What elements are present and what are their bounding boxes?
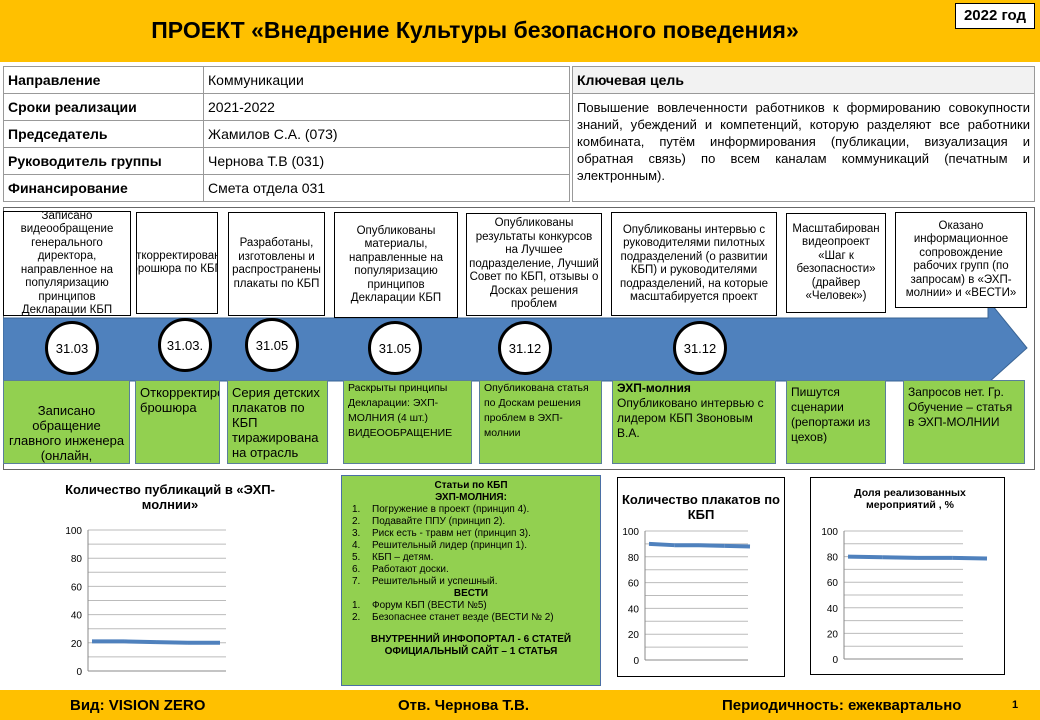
article-item: 3. Риск есть - травм нет (принцип 3). — [352, 528, 531, 539]
planned-activity: Опубликованы интервью с руководителями п… — [611, 212, 777, 316]
info-value: 2021-2022 — [203, 93, 570, 121]
article-item: 2. Подавайте ППУ (принцип 2). — [352, 516, 506, 527]
articles-title: Статьи по КБП — [434, 480, 508, 491]
info-value: Смета отдела 031 — [203, 174, 570, 202]
actual-result: Откорректирована брошюра — [135, 380, 220, 464]
chart-title: Количество плакатов по КБП — [622, 492, 780, 522]
date-marker: 31.03. — [158, 318, 212, 372]
result-text: Запросов нет. Гр. Обучение – статья в ЭХ… — [908, 385, 1013, 429]
actual-result: Запросов нет. Гр. Обучение – статья в ЭХ… — [903, 380, 1025, 464]
articles-subtitle-molniya: ЭХП-МОЛНИЯ: — [435, 492, 507, 503]
planned-activity: Оказано информационное сопровождение раб… — [895, 212, 1027, 308]
date-marker: 31.12 — [673, 321, 727, 375]
planned-activity: Опубликованы материалы, направленные на … — [334, 212, 458, 318]
result-text: Записано обращение главного инженера (он… — [8, 403, 125, 463]
result-text: Откорректирована брошюра — [140, 385, 219, 415]
chart-3 — [810, 477, 1005, 675]
articles-official-site: ОФИЦИАЛЬНЫЙ САЙТ – 1 СТАТЬЯ — [384, 646, 558, 657]
info-key: Председатель — [3, 120, 204, 148]
info-value: Коммуникации — [203, 66, 570, 94]
articles-box: Статьи по КБП ЭХП-МОЛНИЯ: 1. Погружение в… — [341, 475, 601, 686]
footer-responsible: Отв. Чернова Т.В. — [398, 697, 530, 714]
result-text: Раскрыты принципы Декларации: ЭХП-МОЛНИЯ… — [348, 382, 453, 439]
article-item: 6. Работают доски. — [352, 564, 449, 575]
article-item: 5. КБП – детям. — [352, 552, 434, 563]
date-marker: 31.05 — [368, 321, 422, 375]
year-badge: 2022 год — [955, 3, 1035, 29]
planned-activity: Разработаны, изготовлены и распространен… — [228, 212, 325, 316]
actual-result: Серия детских плакатов по КБП тиражирова… — [227, 380, 328, 464]
info-row: Финансирование Смета отдела 031 — [3, 174, 570, 202]
footer-type: Вид: VISION ZERO — [70, 697, 206, 714]
key-goal: Ключевая цель Повышение вовлеченности ра… — [572, 66, 1035, 202]
info-row: Направление Коммуникации — [3, 66, 570, 94]
result-text: Опубликовано интервью с лидером КБП Звон… — [617, 396, 764, 440]
planned-activity: Опубликованы результаты конкурсов на Луч… — [466, 213, 602, 316]
actual-result: ЭХП-молния Опубликовано интервью с лидеро… — [612, 380, 776, 464]
planned-activity: Масштабирован видеопроект «Шаг к безопас… — [786, 213, 886, 313]
page-number: 1 — [1012, 699, 1019, 711]
actual-result: Пишутся сценарии (репортажи из цехов) — [786, 380, 886, 464]
actual-result: Записано обращение главного инженера (он… — [3, 380, 130, 464]
info-key: Направление — [3, 66, 204, 94]
article-item: 1. Форум КБП (ВЕСТИ №5) — [352, 600, 487, 611]
article-item: 4. Решительный лидер (принцип 1). — [352, 540, 527, 551]
info-key: Руководитель группы — [3, 147, 204, 175]
info-key: Сроки реализации — [3, 93, 204, 121]
chart-title: Количество публикаций в «ЭХП- молнии» — [65, 482, 275, 512]
result-bold-label: ЭХП-молния — [617, 381, 691, 395]
actual-result: Опубликована статья по Доскам решения пр… — [479, 380, 602, 464]
actual-result: Раскрыты принципы Декларации: ЭХП-МОЛНИЯ… — [343, 380, 472, 464]
planned-activity: Откорректирована брошюра по КБП — [136, 212, 218, 314]
info-row: Председатель Жамилов С.А. (073) — [3, 120, 570, 148]
info-value: Чернова Т.В (031) — [203, 147, 570, 175]
planned-activity: Записано видеообращение генерального дир… — [3, 211, 131, 316]
chart-2 — [617, 477, 785, 677]
articles-infoportal: ВНУТРЕННИЙ ИНФОПОРТАЛ - 6 СТАТЕЙ — [370, 634, 572, 645]
date-marker: 31.12 — [498, 321, 552, 375]
key-goal-text: Повышение вовлеченности работников к фор… — [577, 100, 1030, 183]
header-band — [0, 0, 1040, 62]
result-text: Опубликована статья по Доскам решения пр… — [484, 382, 589, 439]
info-value: Жамилов С.А. (073) — [203, 120, 570, 148]
articles-subtitle-vesti: ВЕСТИ — [453, 588, 489, 599]
date-marker: 31.03 — [45, 321, 99, 375]
article-item: 1. Погружение в проект (принцип 4). — [352, 504, 530, 515]
info-row: Руководитель группы Чернова Т.В (031) — [3, 147, 570, 175]
info-row: Сроки реализации 2021-2022 — [3, 93, 570, 121]
article-item: 2. Безопаснее станет везде (ВЕСТИ № 2) — [352, 612, 554, 623]
chart-title: Доля реализованных мероприятий , % — [854, 487, 966, 511]
key-goal-title: Ключевая цель — [573, 67, 1034, 94]
project-info-table: Направление Коммуникации Сроки реализации 2… — [3, 66, 570, 202]
date-marker: 31.05 — [245, 318, 299, 372]
result-text: Серия детских плакатов по КБП тиражирова… — [232, 385, 320, 460]
page-title: ПРОЕКТ «Внедрение Культуры безопасного п… — [151, 17, 799, 43]
info-key: Финансирование — [3, 174, 204, 202]
result-text: Пишутся сценарии (репортажи из цехов) — [791, 385, 871, 444]
footer-band: Вид: VISION ZERO Отв. Чернова Т.В. Перио… — [0, 690, 1040, 720]
footer-periodicity: Периодичность: ежеквартально — [722, 697, 962, 714]
article-item: 7. Решительный и успешный. — [352, 576, 498, 587]
